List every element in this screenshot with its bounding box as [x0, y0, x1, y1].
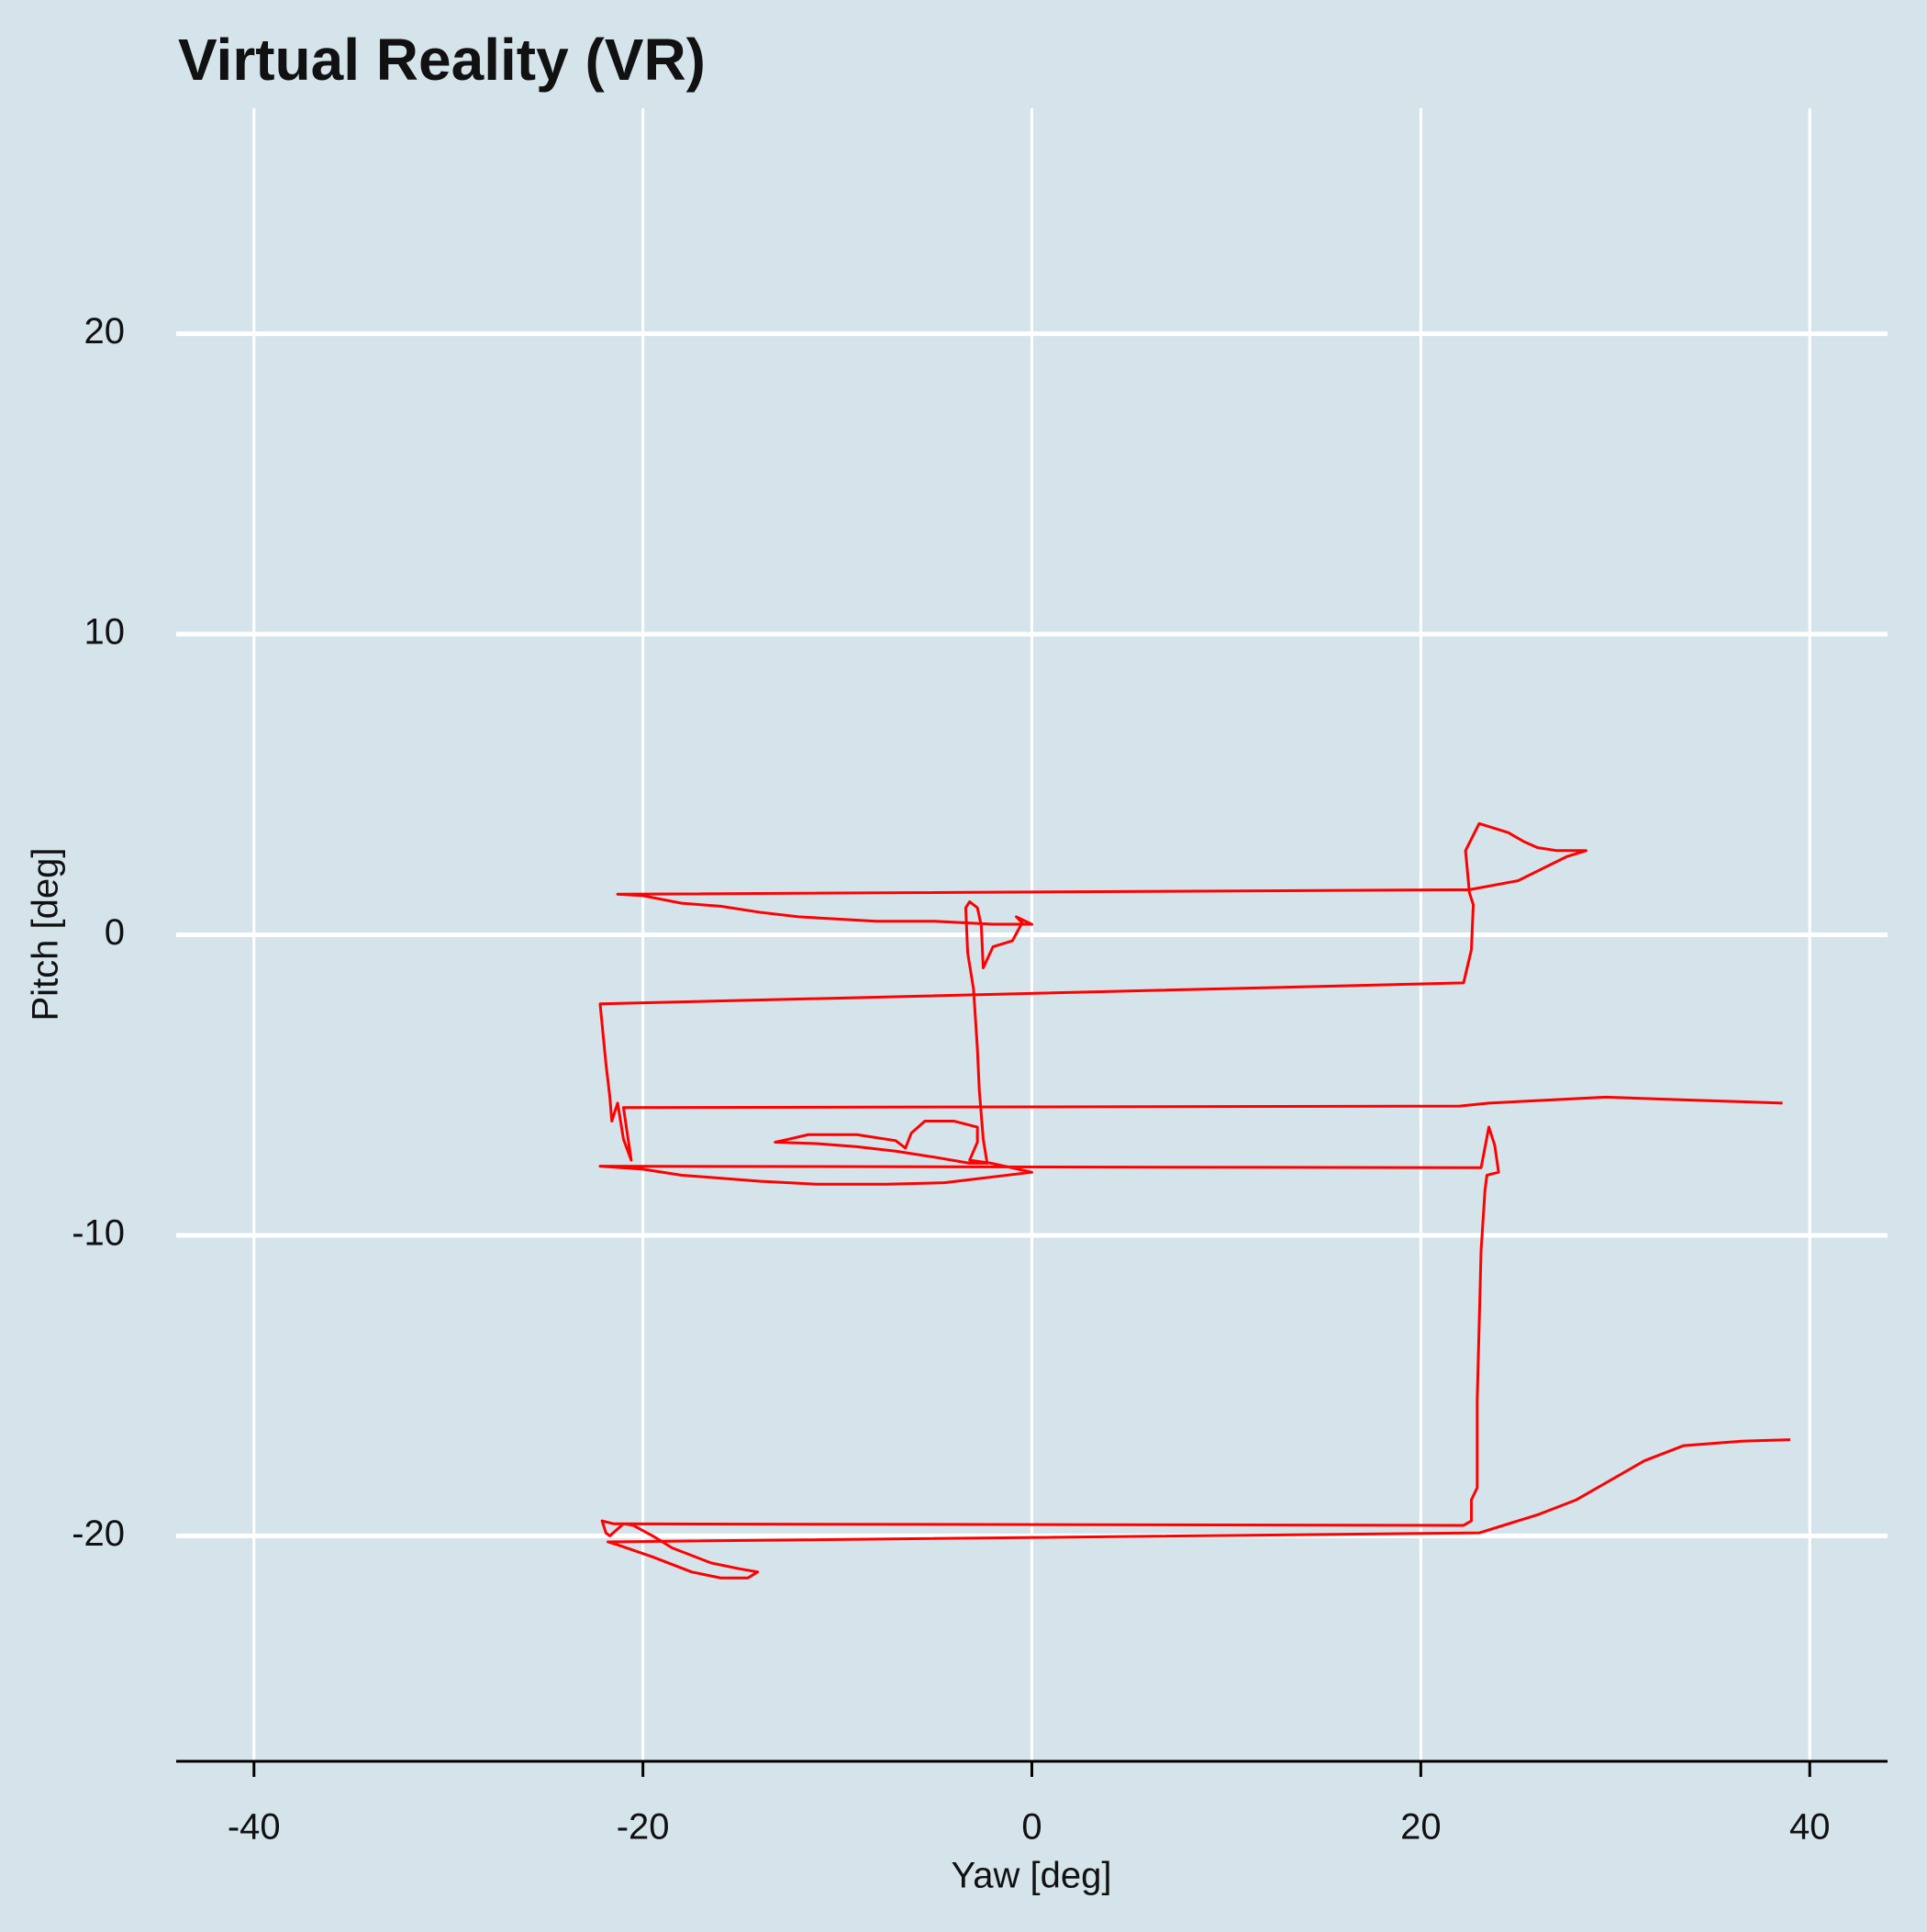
y-tick-label: 20: [84, 311, 126, 352]
chart-title: Virtual Reality (VR): [178, 27, 706, 93]
y-axis-title: Pitch [deg]: [26, 847, 66, 1021]
y-tick-label: 0: [105, 912, 125, 953]
y-tick-label: 10: [84, 612, 126, 653]
trajectory-line: [598, 821, 1791, 1580]
x-tick-label: 0: [1021, 1807, 1041, 1848]
x-tick-label: 40: [1789, 1807, 1831, 1848]
x-tick-label: -40: [228, 1807, 281, 1848]
y-tick-label: -10: [72, 1213, 125, 1254]
y-tick-label: -20: [72, 1513, 125, 1554]
x-axis-title: Yaw [deg]: [952, 1856, 1112, 1896]
x-tick-label: 20: [1400, 1807, 1442, 1848]
x-tick-label: -20: [617, 1807, 670, 1848]
